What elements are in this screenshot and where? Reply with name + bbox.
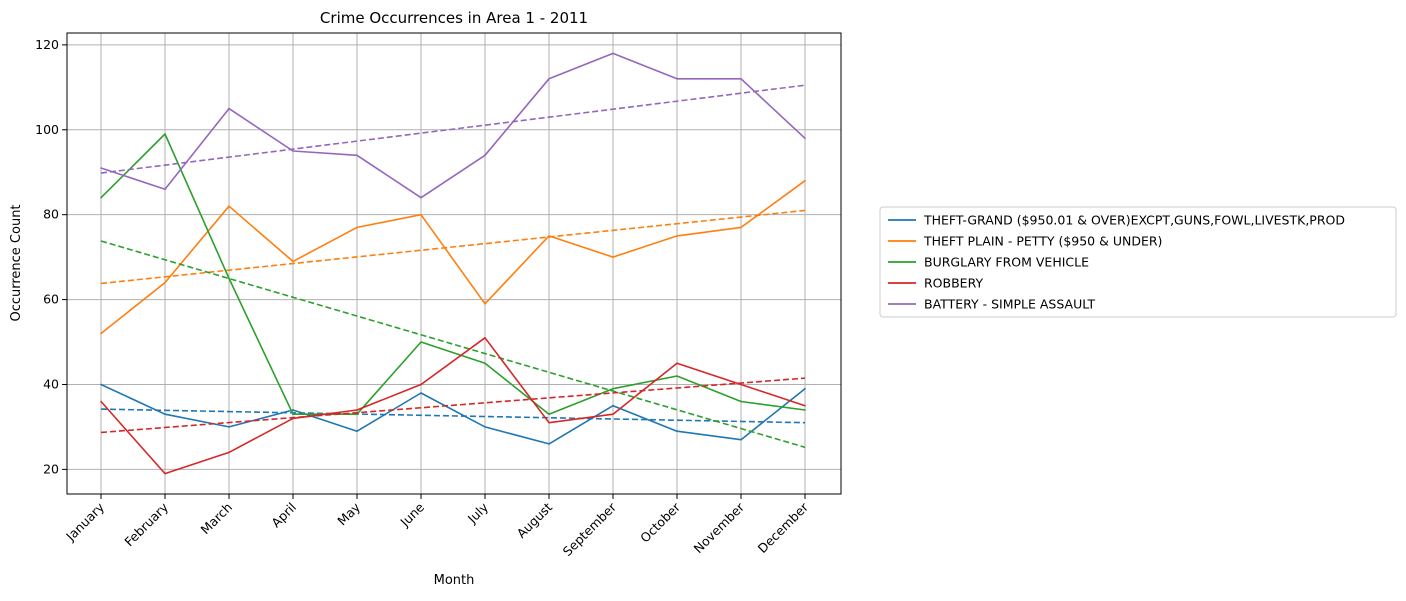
data-point	[420, 196, 422, 199]
trend-line	[100, 209, 806, 285]
legend-label: BATTERY - SIMPLE ASSAULT	[924, 297, 1095, 312]
data-point	[612, 404, 614, 407]
trend-line	[100, 240, 806, 449]
data-point	[420, 383, 422, 386]
data-point	[484, 336, 486, 339]
data-point	[548, 421, 550, 424]
data-point	[164, 281, 166, 284]
data-point	[420, 341, 422, 343]
data-point	[676, 362, 678, 365]
data-point	[164, 188, 166, 191]
y-tick-label: 60	[43, 292, 59, 307]
data-point	[228, 277, 230, 280]
data-point	[548, 443, 550, 445]
data-point	[164, 413, 166, 415]
trend-line	[100, 377, 806, 434]
data-point	[804, 179, 806, 182]
chart-title: Crime Occurrences in Area 1 - 2011	[320, 9, 588, 27]
y-tick-label: 20	[43, 461, 59, 476]
series-group	[100, 52, 806, 199]
data-point	[740, 438, 742, 441]
data-point	[292, 409, 294, 411]
data-point	[804, 404, 806, 407]
data-point	[484, 303, 486, 305]
data-point	[612, 256, 614, 258]
legend-label: THEFT PLAIN - PETTY ($950 & UNDER)	[923, 234, 1162, 249]
data-point	[100, 400, 102, 403]
series-line	[100, 133, 806, 416]
data-point	[100, 167, 102, 169]
plot-frame	[66, 32, 842, 495]
data-point	[164, 472, 166, 475]
data-point	[356, 226, 358, 229]
data-point	[292, 150, 294, 152]
series-group	[100, 383, 806, 445]
series-group	[100, 179, 806, 335]
trend-line	[100, 84, 806, 174]
data-point	[676, 375, 678, 377]
data-point	[420, 392, 422, 394]
data-point	[612, 413, 614, 415]
data-point	[804, 409, 806, 411]
data-point	[292, 260, 294, 263]
series-group	[100, 133, 806, 449]
data-point	[228, 426, 230, 428]
data-point	[612, 52, 614, 55]
data-point	[164, 133, 166, 135]
series-line	[100, 336, 806, 475]
series-line	[100, 383, 806, 445]
data-point	[420, 213, 422, 216]
legend-label: ROBBERY	[924, 276, 983, 291]
legend-label: BURGLARY FROM VEHICLE	[924, 255, 1089, 270]
legend: THEFT-GRAND ($950.01 & OVER)EXCPT,GUNS,F…	[879, 206, 1397, 318]
data-point	[612, 387, 614, 390]
data-point	[676, 78, 678, 80]
data-point	[804, 137, 806, 140]
y-axis-label: Occurrence Count	[9, 204, 24, 321]
data-point	[292, 413, 294, 415]
data-point	[676, 430, 678, 432]
y-tick-label: 80	[43, 207, 59, 222]
legend-label: THEFT-GRAND ($950.01 & OVER)EXCPT,GUNS,F…	[923, 213, 1345, 228]
data-point	[356, 409, 358, 411]
y-tick-label: 120	[35, 37, 59, 52]
data-point	[100, 196, 102, 199]
legend-box	[879, 206, 1397, 318]
trend-line	[100, 408, 806, 424]
data-point	[484, 362, 486, 365]
x-axis-label: Month	[434, 573, 475, 588]
data-point	[356, 154, 358, 157]
series-layer	[100, 52, 806, 475]
data-point	[676, 235, 678, 237]
y-tick-label: 100	[35, 122, 59, 137]
data-point	[228, 107, 230, 110]
data-point	[804, 387, 806, 390]
data-point	[740, 226, 742, 229]
data-point	[100, 332, 102, 335]
data-point	[548, 413, 550, 415]
data-point	[484, 154, 486, 157]
data-point	[356, 430, 358, 432]
series-group	[100, 336, 806, 475]
series-line	[100, 52, 806, 199]
data-point	[228, 205, 230, 207]
series-line	[100, 180, 806, 335]
data-point	[548, 78, 550, 80]
data-point	[484, 426, 486, 428]
data-point	[740, 383, 742, 386]
data-point	[228, 451, 230, 454]
y-tick-label: 40	[43, 376, 59, 391]
data-point	[356, 413, 358, 415]
data-point	[740, 78, 742, 80]
data-point	[100, 383, 102, 386]
data-point	[740, 400, 742, 403]
